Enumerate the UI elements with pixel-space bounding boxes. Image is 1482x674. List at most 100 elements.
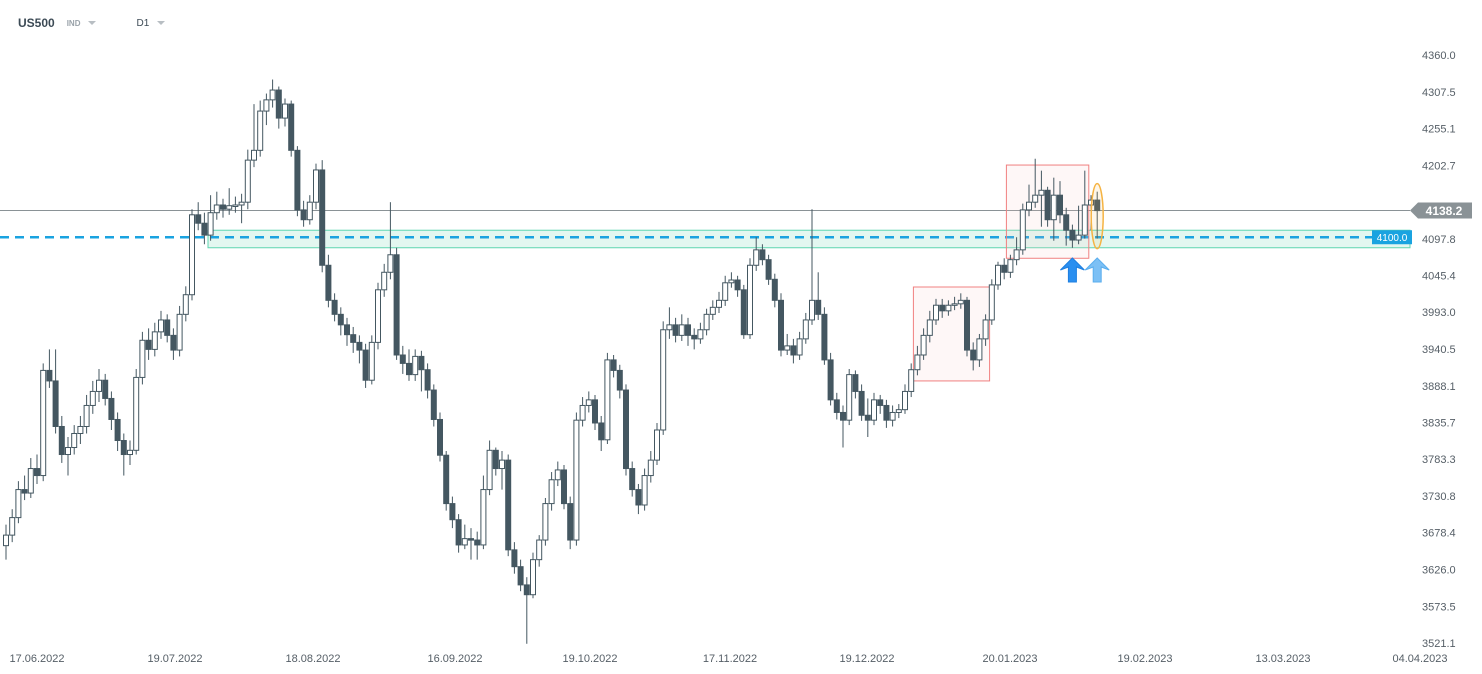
- candle-body-down: [418, 355, 425, 371]
- candle-body-up: [133, 376, 140, 451]
- candle: [412, 349, 419, 381]
- candle: [455, 514, 462, 553]
- candle-body-down: [523, 584, 530, 596]
- candle-body-up: [158, 319, 164, 333]
- candle-body-down: [344, 324, 350, 336]
- candle-body-down: [672, 324, 679, 336]
- candle-body-up: [232, 204, 239, 207]
- candle: [666, 307, 673, 339]
- candle-body-up: [548, 479, 555, 505]
- consolidation-box: [912, 286, 991, 382]
- candle-body-down: [511, 549, 518, 568]
- candle: [492, 447, 499, 476]
- candle: [926, 310, 933, 343]
- candle: [1075, 205, 1082, 245]
- candle-body-up: [666, 324, 673, 331]
- candle-body-up: [381, 271, 388, 291]
- candle-body-down: [561, 469, 567, 505]
- level-label: 4100.0: [1377, 233, 1408, 244]
- candle: [827, 352, 834, 406]
- level-tag: [1372, 230, 1412, 245]
- candle-body-down: [145, 339, 152, 350]
- candle: [610, 354, 617, 378]
- candle-body-down: [300, 209, 307, 221]
- candle-body-up: [796, 338, 803, 356]
- candle-body-up: [77, 425, 84, 434]
- current-price-label: 4138.2: [1426, 204, 1463, 218]
- candle: [995, 261, 1001, 290]
- candle-body-up: [641, 475, 648, 506]
- x-tick-label: 20.01.2023: [982, 653, 1037, 665]
- candle-body-up: [920, 334, 927, 356]
- candle-body-down: [939, 304, 946, 312]
- candle: [964, 296, 970, 357]
- candle: [102, 373, 109, 406]
- y-tick-label: 4097.8: [1422, 234, 1456, 246]
- candle-body-up: [914, 354, 921, 371]
- candle-body-up: [647, 459, 654, 477]
- candle: [387, 202, 394, 280]
- candle-body-up: [530, 559, 536, 596]
- candle: [182, 286, 189, 322]
- x-tick-label: 19.02.2023: [1117, 653, 1172, 665]
- y-tick-label: 3678.4: [1422, 528, 1456, 540]
- symbol-selector[interactable]: US500: [18, 16, 55, 30]
- candle-body-up: [957, 299, 964, 305]
- candle: [120, 433, 127, 476]
- candle-body-down: [275, 89, 282, 119]
- candle-body-down: [356, 341, 363, 351]
- candle: [15, 481, 22, 524]
- candle-body-up: [889, 411, 896, 421]
- candle: [9, 509, 16, 543]
- candle: [46, 349, 53, 388]
- candle: [375, 282, 381, 350]
- candle-body-down: [468, 538, 474, 541]
- y-tick-label: 3573.5: [1422, 601, 1456, 613]
- candle: [251, 104, 257, 168]
- candle: [350, 326, 357, 353]
- candle: [108, 391, 115, 430]
- candle-body-down: [505, 459, 512, 551]
- candle-body-down: [331, 299, 338, 315]
- candle-body-down: [424, 369, 431, 391]
- candle: [523, 577, 530, 644]
- candle-body-up: [207, 212, 214, 236]
- candle-body-up: [1013, 249, 1020, 261]
- candle-body-up: [96, 379, 102, 392]
- chevron-down-icon[interactable]: [88, 21, 97, 25]
- candle-body-up: [1007, 259, 1014, 273]
- y-tick-label: 3993.0: [1422, 307, 1456, 319]
- candle: [598, 415, 605, 452]
- candle-body-up: [251, 149, 257, 161]
- candle: [213, 191, 220, 220]
- candle: [145, 328, 152, 360]
- candle-body-up: [753, 249, 760, 266]
- candle: [976, 333, 983, 367]
- candle: [561, 465, 567, 510]
- candle-body-up: [908, 369, 915, 392]
- timeframe-selector[interactable]: D1: [136, 17, 150, 29]
- candle: [449, 496, 456, 529]
- chevron-down-icon[interactable]: [157, 21, 166, 25]
- x-tick-label: 18.08.2022: [285, 653, 340, 665]
- candle: [660, 321, 667, 435]
- candle: [765, 254, 772, 285]
- candle: [821, 307, 828, 365]
- candle-body-up: [716, 299, 722, 308]
- candle-body-down: [21, 489, 28, 494]
- candle: [486, 440, 493, 496]
- candle-body-down: [623, 389, 629, 470]
- candle-body-up: [151, 331, 158, 350]
- candle: [77, 415, 84, 445]
- y-tick-label: 4360.0: [1422, 50, 1456, 62]
- candle: [1063, 207, 1070, 246]
- candle-body-up: [747, 264, 753, 336]
- candle: [399, 345, 406, 374]
- candle: [554, 461, 561, 487]
- highlight-ellipse: [1090, 182, 1104, 250]
- candle: [1094, 191, 1101, 239]
- candle: [716, 291, 722, 313]
- candle: [722, 275, 729, 306]
- candle: [1038, 170, 1045, 227]
